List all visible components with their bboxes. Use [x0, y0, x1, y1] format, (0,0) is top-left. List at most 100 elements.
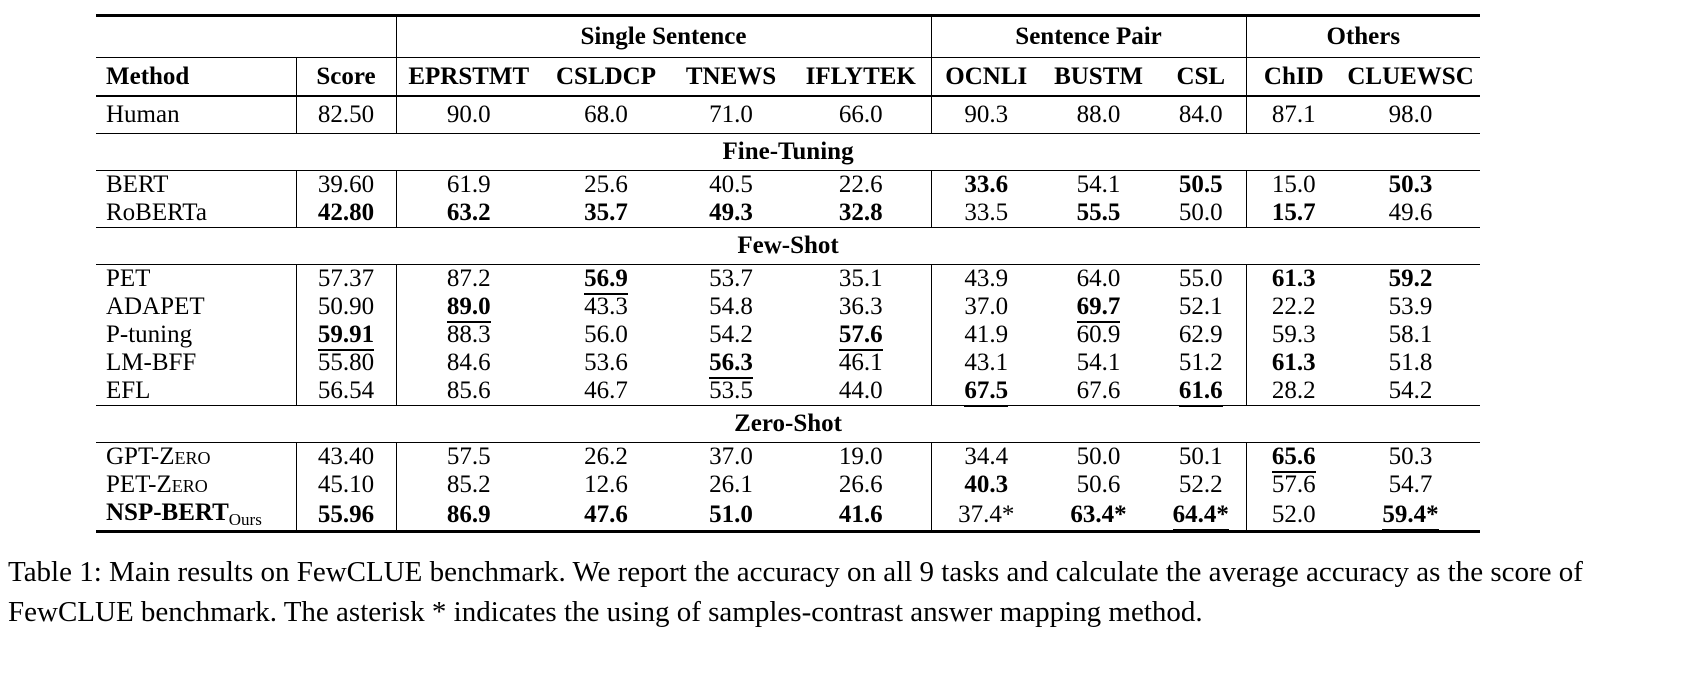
cell-value: 39.60	[317, 171, 375, 198]
cell-pet-chid: 61.3	[1245, 264, 1342, 293]
column-header-row: Method Score EPRSTMT CSLDCP TNEWS IFLYTEK OCNL…	[96, 57, 1481, 97]
cell-value: 43.1	[964, 349, 1009, 376]
cell-value: 54.1	[1076, 349, 1121, 376]
cell-efl-cluewsc: 54.2	[1341, 377, 1481, 406]
cell-pet-cluewsc: 59.2	[1341, 265, 1480, 294]
cell-value: 98.0	[1388, 101, 1433, 128]
cell-lm-bff-csldcp: 53.6	[541, 349, 671, 377]
col-group-others: Others	[1245, 15, 1481, 58]
cell-value: 61.3	[1271, 265, 1316, 292]
cell-p-tuning-tnews: 54.2	[671, 321, 791, 349]
cell-value: 53.7	[709, 265, 753, 292]
method-cell-pet-zero: PET-Zero	[96, 471, 296, 499]
section-header-few-shot: Few-Shot	[96, 227, 1481, 265]
cell-value: 42.80	[317, 199, 375, 226]
cell-pet-zero-csl: 52.2	[1156, 471, 1246, 499]
cell-value: 61.3	[1271, 349, 1316, 376]
cell-adapet-chid: 22.2	[1245, 293, 1342, 321]
cell-pet-zero-csldcp: 12.6	[541, 471, 671, 499]
cell-value: 41.6	[838, 500, 883, 528]
cell-roberta-tnews: 49.3	[671, 199, 791, 228]
method-label: P-tuning	[106, 321, 193, 348]
cell-value: 56.54	[317, 377, 375, 404]
cell-gpt-zero-csl: 50.1	[1156, 443, 1246, 472]
cell-pet-zero-cluewsc: 54.7	[1341, 471, 1480, 499]
cell-nsp-bert-ours-bustm: 63.4*	[1041, 499, 1156, 532]
cell-value: 67.5	[964, 377, 1009, 407]
table-row-pet-zero: PET-Zero 45.10 85.2 12.6 26.1 26.6 40.3 50.6 52.…	[96, 471, 1480, 499]
cell-value: 71.0	[709, 101, 753, 128]
cell-value: 88.3	[446, 321, 491, 348]
cell-value: 49.6	[1388, 199, 1433, 226]
cell-value: 89.0	[446, 293, 491, 323]
cell-pet-ocnli: 43.9	[930, 264, 1042, 293]
cell-value: 54.7	[1388, 471, 1433, 498]
cell-roberta-score: 42.80	[295, 199, 396, 228]
cell-value: 15.7	[1271, 199, 1316, 226]
cell-value: 55.80	[317, 349, 375, 376]
cell-pet-zero-chid: 57.6	[1245, 471, 1342, 499]
cell-lm-bff-chid: 61.3	[1245, 349, 1342, 377]
method-cell-nsp-bert-ours: NSP-BERTOurs	[96, 499, 296, 532]
cell-value: 66.0	[838, 101, 883, 128]
cell-human-eprstmt: 90.0	[395, 96, 541, 134]
cell-p-tuning-bustm: 60.9	[1041, 321, 1156, 349]
cell-value: 43.40	[317, 443, 375, 470]
cell-value: 54.2	[709, 321, 753, 348]
cell-human-cluewsc: 98.0	[1341, 96, 1481, 134]
column-header-iflytek: IFLYTEK	[791, 57, 932, 97]
cell-efl-iflytek: 44.0	[791, 377, 932, 406]
cell-bert-ocnli: 33.6	[930, 170, 1042, 199]
cell-bert-bustm: 54.1	[1041, 171, 1156, 200]
cell-value: 43.9	[964, 265, 1009, 292]
cell-pet-zero-score: 45.10	[295, 471, 396, 499]
cell-gpt-zero-csldcp: 26.2	[541, 443, 671, 472]
cell-value: 34.4	[964, 443, 1009, 470]
cell-value: 84.6	[446, 349, 491, 376]
cell-value: 33.6	[964, 171, 1009, 198]
cell-value: 64.0	[1076, 265, 1121, 292]
cell-value: 67.6	[1076, 377, 1121, 404]
cell-value: 26.6	[838, 471, 883, 498]
cell-value: 59.4*	[1382, 500, 1439, 531]
method-label: EFL	[106, 377, 151, 404]
col-group-sentence-pair: Sentence Pair	[930, 15, 1247, 58]
cell-value: 54.8	[709, 293, 753, 320]
cell-bert-tnews: 40.5	[671, 171, 791, 200]
cell-value: 43.3	[584, 293, 628, 320]
method-label: LM-BFF	[106, 349, 197, 376]
cell-gpt-zero-iflytek: 19.0	[791, 443, 931, 472]
cell-value: 26.1	[709, 471, 753, 498]
column-header-score: Score	[295, 57, 396, 97]
cell-human-tnews: 71.0	[671, 96, 791, 134]
col-group-single-sentence: Single Sentence	[395, 15, 932, 58]
column-header-eprstmt: EPRSTMT	[395, 57, 541, 97]
cell-value: 65.6	[1271, 443, 1316, 473]
column-header-ocnli: OCNLI	[930, 57, 1042, 97]
table-row-gpt-zero: GPT-Zero 43.40 57.5 26.2 37.0 19.0 34.4 50.0 50.…	[96, 442, 1480, 473]
cell-value: 55.5	[1076, 199, 1121, 226]
method-cell-efl: EFL	[96, 377, 296, 406]
cell-lm-bff-bustm: 54.1	[1041, 349, 1156, 377]
cell-human-chid: 87.1	[1245, 96, 1342, 134]
column-header-tnews: TNEWS	[671, 57, 791, 97]
cell-adapet-bustm: 69.7	[1041, 293, 1156, 323]
cell-lm-bff-csl: 51.2	[1156, 349, 1246, 377]
cell-value: 54.1	[1076, 171, 1121, 198]
cell-value: 46.1	[838, 349, 883, 376]
cell-gpt-zero-chid: 65.6	[1245, 442, 1342, 473]
table-caption: Table 1: Main results on FewCLUE benchma…	[8, 556, 1583, 629]
cell-human-bustm: 88.0	[1041, 96, 1157, 134]
cell-nsp-bert-ours-iflytek: 41.6	[791, 499, 931, 532]
column-header-chid: ChID	[1245, 57, 1342, 97]
cell-value: 37.0	[964, 293, 1009, 320]
cell-pet-zero-iflytek: 26.6	[791, 471, 931, 499]
cell-value: 15.0	[1271, 171, 1316, 198]
cell-value: 57.6	[838, 321, 883, 351]
method-label: Ours	[228, 510, 262, 529]
col-group-spacer	[96, 15, 396, 58]
cell-value: 28.2	[1271, 377, 1316, 404]
cell-roberta-ocnli: 33.5	[930, 199, 1042, 228]
cell-value: 35.1	[838, 265, 883, 292]
